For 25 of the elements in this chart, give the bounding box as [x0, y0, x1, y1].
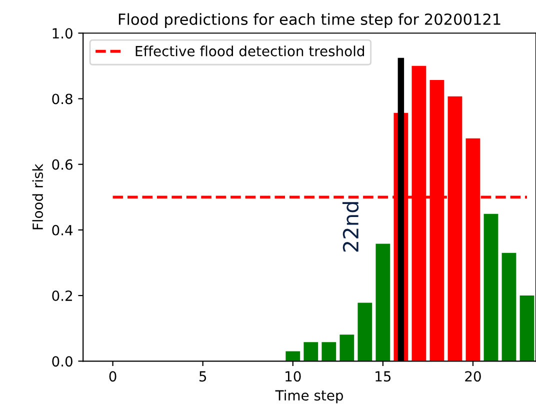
bar: [358, 302, 372, 362]
y-tick-label: 0.8: [52, 94, 72, 104]
y-tick-label: 0.4: [52, 224, 73, 236]
bar: [304, 342, 318, 362]
bar: [484, 214, 498, 362]
y-tick-label: 0.2: [52, 290, 72, 302]
bar: [520, 296, 534, 362]
x-tick-label: 15: [376, 371, 391, 382]
bar: [286, 351, 300, 362]
bar: [376, 244, 390, 362]
bar: [340, 334, 354, 362]
annotation: 22nd: [342, 202, 359, 252]
x-tick-label: 10: [286, 371, 301, 382]
x-tick-label: 5: [199, 371, 206, 382]
legend-label: Effective flood detection treshold: [136, 46, 364, 56]
bar: [502, 252, 516, 362]
x-axis-title: Time step: [275, 390, 343, 404]
chart-title: Flood predictions for each time step for 20200121: [118, 13, 500, 28]
x-tick-label: 20: [465, 371, 481, 382]
y-tick-label: 0.0: [52, 356, 72, 367]
x-tick-label: 0: [109, 371, 116, 382]
bar: [322, 342, 336, 362]
y-tick-label: 0.6: [52, 159, 72, 170]
y-tick-label: 1.0: [52, 28, 72, 39]
y-axis-title: Flood risk: [32, 164, 44, 230]
